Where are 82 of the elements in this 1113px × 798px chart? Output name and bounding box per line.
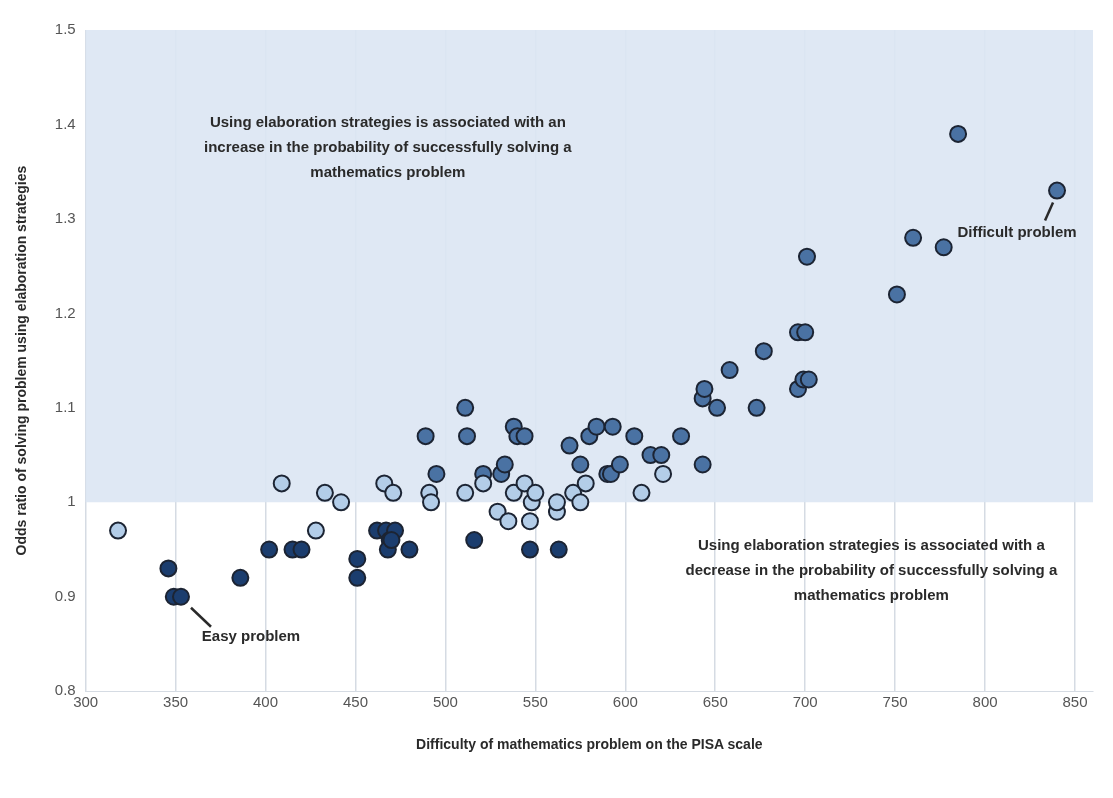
point bbox=[348, 549, 367, 568]
point bbox=[560, 436, 579, 455]
point bbox=[499, 512, 518, 531]
y-tick-label: 1.1 bbox=[54, 397, 76, 415]
point bbox=[576, 474, 595, 493]
annotation: Difficult problem bbox=[957, 222, 1077, 240]
point bbox=[1048, 181, 1067, 200]
annotation: Using elaboration strategies is associated with an increase in the probability of successfully solving a mathematics problem bbox=[204, 112, 573, 180]
point bbox=[549, 540, 568, 559]
point bbox=[456, 398, 475, 417]
point bbox=[571, 455, 590, 474]
x-tick-label: 750 bbox=[882, 693, 908, 711]
point bbox=[348, 568, 367, 587]
point bbox=[949, 124, 968, 143]
point bbox=[515, 427, 534, 446]
point bbox=[272, 474, 291, 493]
x-axis-title: Difficulty of mathematics problem on the PISA scale bbox=[416, 736, 763, 753]
point bbox=[504, 483, 523, 502]
point bbox=[474, 474, 493, 493]
point bbox=[747, 398, 766, 417]
point bbox=[465, 531, 484, 550]
point bbox=[171, 587, 190, 606]
point bbox=[109, 521, 128, 540]
point bbox=[495, 455, 514, 474]
x-tick-label: 700 bbox=[792, 693, 818, 711]
y-tick-label: 1.5 bbox=[54, 20, 76, 38]
point bbox=[625, 427, 644, 446]
point bbox=[695, 379, 714, 398]
point bbox=[610, 455, 629, 474]
x-tick-label: 550 bbox=[522, 693, 548, 711]
point bbox=[693, 455, 712, 474]
point bbox=[332, 493, 351, 512]
x-tick-label: 450 bbox=[342, 693, 368, 711]
point bbox=[796, 323, 815, 342]
point bbox=[547, 493, 566, 512]
y-tick-label: 1.2 bbox=[54, 303, 76, 321]
point bbox=[315, 483, 334, 502]
point bbox=[400, 540, 419, 559]
point bbox=[934, 238, 953, 257]
point bbox=[260, 540, 279, 559]
point bbox=[632, 483, 651, 502]
point bbox=[416, 427, 435, 446]
point bbox=[654, 464, 673, 483]
x-tick-label: 350 bbox=[163, 693, 189, 711]
point bbox=[652, 446, 671, 465]
point bbox=[456, 483, 475, 502]
y-tick-label: 0.9 bbox=[54, 586, 76, 604]
point bbox=[458, 427, 477, 446]
x-tick-label: 850 bbox=[1062, 693, 1088, 711]
y-tick-label: 1.3 bbox=[54, 209, 76, 227]
point bbox=[799, 370, 818, 389]
point bbox=[797, 247, 816, 266]
point bbox=[904, 228, 923, 247]
y-axis-title: Odds ratio of solving problem using elaboration strategies bbox=[13, 165, 30, 556]
point bbox=[231, 568, 250, 587]
point bbox=[526, 483, 545, 502]
point bbox=[292, 540, 311, 559]
annotation: Easy problem bbox=[201, 626, 301, 644]
point bbox=[488, 502, 507, 521]
y-tick-label: 1 bbox=[67, 492, 76, 510]
point bbox=[587, 417, 606, 436]
annotation: Using elaboration strategies is associated with a decrease in the probability of successfully solving a mathematics problem bbox=[685, 535, 1058, 603]
point bbox=[159, 559, 178, 578]
point bbox=[672, 427, 691, 446]
x-tick-label: 400 bbox=[253, 693, 279, 711]
x-tick-label: 800 bbox=[972, 693, 998, 711]
point bbox=[603, 417, 622, 436]
point bbox=[427, 464, 446, 483]
point bbox=[306, 521, 325, 540]
point bbox=[708, 398, 727, 417]
x-tick-label: 650 bbox=[702, 693, 728, 711]
point bbox=[720, 361, 739, 380]
point bbox=[384, 483, 403, 502]
point bbox=[422, 493, 441, 512]
point bbox=[520, 512, 539, 531]
point bbox=[887, 285, 906, 304]
point bbox=[754, 342, 773, 361]
point bbox=[520, 540, 539, 559]
y-tick-label: 1.4 bbox=[54, 114, 76, 132]
x-tick-label: 600 bbox=[612, 693, 638, 711]
point bbox=[571, 493, 590, 512]
x-tick-label: 500 bbox=[432, 693, 458, 711]
